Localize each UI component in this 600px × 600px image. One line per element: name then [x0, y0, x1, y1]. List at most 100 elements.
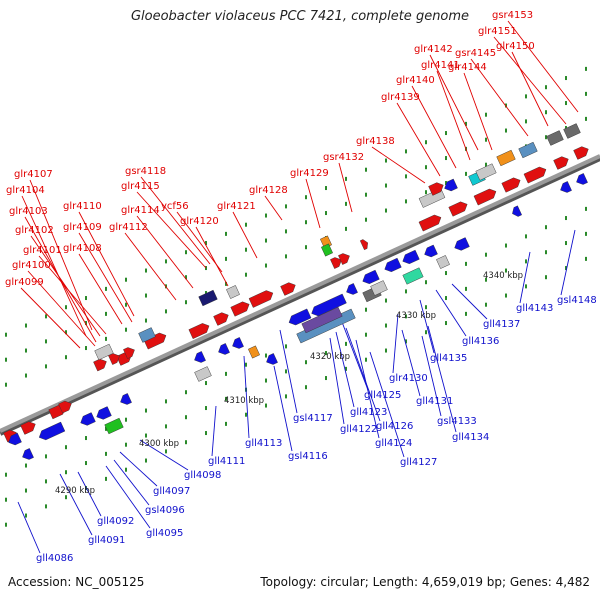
gene-label-forward[interactable]: glr4101: [23, 245, 62, 256]
gene-label-reverse[interactable]: gsl4096: [145, 505, 185, 516]
reverse-gene[interactable]: [510, 205, 522, 218]
reverse-gene[interactable]: [6, 432, 22, 447]
gene-label-reverse[interactable]: gll4143: [516, 303, 553, 314]
gene-label-reverse[interactable]: gll4086: [36, 553, 73, 564]
reverse-gene[interactable]: [79, 412, 96, 428]
gene-label-reverse[interactable]: gll4097: [153, 486, 190, 497]
gene-label-reverse[interactable]: gll4113: [245, 438, 282, 449]
feature-box[interactable]: [226, 285, 240, 299]
forward-gene[interactable]: [501, 176, 523, 193]
gene-label-forward[interactable]: glr4142: [414, 44, 453, 55]
gene-label-forward[interactable]: glr4114: [121, 205, 160, 216]
reverse-gene[interactable]: [383, 257, 402, 274]
forward-gene[interactable]: [213, 311, 231, 326]
gene-label-reverse[interactable]: gll4127: [400, 457, 437, 468]
gene-label-reverse[interactable]: gsl4117: [293, 413, 333, 424]
forward-gene[interactable]: [280, 281, 298, 296]
forward-gene[interactable]: [418, 213, 443, 232]
gene-label-reverse[interactable]: gll4095: [146, 528, 183, 539]
gene-label-forward[interactable]: glr4129: [290, 168, 329, 179]
reverse-gene[interactable]: [401, 249, 420, 266]
gene-label-forward[interactable]: glr4100: [12, 260, 51, 271]
gene-label-forward[interactable]: glr4139: [381, 92, 420, 103]
gene-label-forward[interactable]: glr4128: [249, 185, 288, 196]
forward-gene[interactable]: [20, 420, 38, 435]
feature-box[interactable]: [194, 366, 212, 382]
reverse-gene[interactable]: [442, 178, 458, 193]
reverse-gene[interactable]: [361, 269, 380, 286]
gene-label-forward[interactable]: gsr4132: [323, 152, 364, 163]
forward-gene[interactable]: [448, 200, 470, 217]
feature-box[interactable]: [104, 417, 124, 435]
gene-label-reverse[interactable]: glr4130: [389, 373, 428, 384]
reverse-gene[interactable]: [192, 351, 206, 364]
gene-label-forward[interactable]: glr4150: [496, 41, 535, 52]
feature-box[interactable]: [198, 289, 218, 307]
reverse-gene[interactable]: [37, 421, 66, 442]
gene-label-reverse[interactable]: gsl4116: [288, 451, 328, 462]
reverse-gene[interactable]: [344, 283, 358, 296]
reverse-gene[interactable]: [422, 244, 438, 259]
feature-box[interactable]: [248, 345, 260, 359]
feature-box[interactable]: [436, 255, 450, 269]
reverse-gene[interactable]: [453, 237, 470, 253]
forward-gene[interactable]: [573, 145, 591, 160]
feature-box[interactable]: [546, 130, 564, 146]
reverse-gene[interactable]: [264, 353, 278, 366]
gene-label-forward[interactable]: glr4099: [5, 277, 44, 288]
feature-box[interactable]: [138, 327, 156, 343]
gene-label-forward[interactable]: glr4112: [109, 222, 148, 233]
gene-label-forward[interactable]: glr4144: [448, 62, 487, 73]
gene-label-reverse[interactable]: gll4136: [462, 336, 499, 347]
gene-label-forward[interactable]: gsr4145: [455, 48, 496, 59]
gene-label-forward[interactable]: glr4110: [63, 201, 102, 212]
reverse-gene[interactable]: [95, 406, 112, 422]
forward-gene[interactable]: [248, 288, 275, 308]
feature-box[interactable]: [496, 149, 516, 167]
forward-gene[interactable]: [188, 321, 211, 339]
forward-gene[interactable]: [428, 181, 446, 196]
gene-label-reverse[interactable]: gll4122: [340, 424, 377, 435]
gene-label-reverse[interactable]: gll4125: [364, 390, 401, 401]
forward-gene[interactable]: [58, 399, 73, 414]
gene-label-forward[interactable]: ycf56: [161, 201, 189, 212]
gene-label-forward[interactable]: glr4138: [356, 136, 395, 147]
gene-label-forward[interactable]: gsr4118: [125, 166, 166, 177]
gene-label-reverse[interactable]: gll4111: [208, 456, 245, 467]
gene-label-reverse[interactable]: gll4131: [416, 396, 453, 407]
forward-gene[interactable]: [523, 165, 548, 184]
feature-box[interactable]: [370, 280, 388, 296]
gene-label-reverse[interactable]: gll4124: [375, 438, 412, 449]
gene-label-forward[interactable]: glr4115: [121, 181, 160, 192]
gene-label-reverse[interactable]: gsl4133: [437, 416, 477, 427]
gene-label-forward[interactable]: glr4121: [217, 201, 256, 212]
gene-label-forward[interactable]: glr4108: [63, 243, 102, 254]
gene-label-forward[interactable]: glr4140: [396, 75, 435, 86]
feature-box[interactable]: [321, 243, 333, 257]
gene-label-forward[interactable]: glr4120: [180, 216, 219, 227]
gene-label-forward[interactable]: glr4104: [6, 185, 45, 196]
forward-gene[interactable]: [330, 255, 343, 269]
gene-label-forward[interactable]: gsr4153: [492, 10, 533, 21]
forward-gene[interactable]: [123, 345, 136, 359]
feature-box[interactable]: [301, 306, 343, 334]
forward-gene[interactable]: [143, 331, 168, 350]
gene-label-reverse[interactable]: gll4092: [97, 516, 134, 527]
forward-gene[interactable]: [230, 300, 252, 317]
forward-gene[interactable]: [553, 155, 571, 170]
feature-box[interactable]: [402, 267, 424, 285]
reverse-gene[interactable]: [558, 181, 572, 194]
reverse-gene[interactable]: [287, 308, 312, 327]
gene-label-forward[interactable]: glr4109: [63, 222, 102, 233]
gene-label-forward[interactable]: glr4102: [15, 225, 54, 236]
feature-box[interactable]: [94, 343, 114, 361]
reverse-gene[interactable]: [310, 293, 347, 318]
reverse-gene[interactable]: [216, 343, 230, 356]
gene-label-reverse[interactable]: gll4137: [483, 319, 520, 330]
feature-box[interactable]: [518, 141, 538, 159]
gene-label-reverse[interactable]: gll4123: [350, 407, 387, 418]
gene-label-reverse[interactable]: gll4134: [452, 432, 489, 443]
feature-box[interactable]: [563, 123, 581, 139]
gene-label-forward[interactable]: glr4103: [9, 206, 48, 217]
reverse-gene[interactable]: [230, 337, 244, 350]
